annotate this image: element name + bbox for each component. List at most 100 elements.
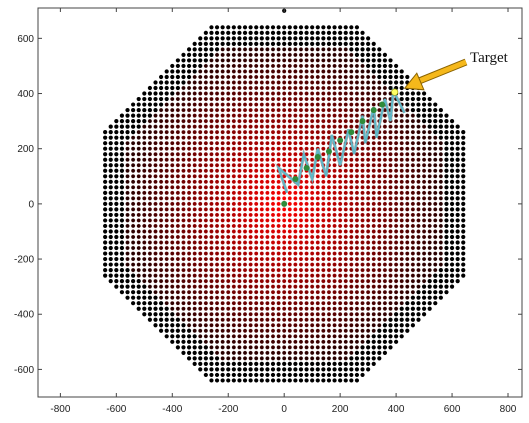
data-point bbox=[455, 279, 460, 284]
data-point bbox=[203, 140, 209, 146]
data-point bbox=[259, 328, 265, 334]
data-point bbox=[309, 140, 315, 146]
data-point bbox=[332, 300, 337, 306]
data-point bbox=[197, 118, 203, 124]
data-point bbox=[108, 229, 113, 234]
data-point bbox=[304, 234, 309, 240]
data-point bbox=[203, 124, 209, 129]
data-point bbox=[220, 278, 225, 284]
data-point bbox=[164, 300, 169, 306]
data-point bbox=[432, 234, 438, 240]
data-point bbox=[214, 273, 220, 278]
data-point bbox=[382, 345, 388, 350]
data-point bbox=[416, 179, 421, 185]
data-point bbox=[186, 284, 192, 289]
data-point bbox=[343, 174, 349, 179]
data-point bbox=[108, 174, 113, 179]
data-point bbox=[405, 96, 410, 102]
points-layer bbox=[103, 8, 466, 383]
data-point bbox=[405, 102, 410, 107]
data-point bbox=[394, 312, 399, 317]
data-point bbox=[287, 306, 293, 311]
data-point bbox=[349, 190, 354, 196]
data-point bbox=[293, 218, 298, 223]
data-point bbox=[315, 306, 321, 311]
data-point bbox=[276, 256, 281, 262]
data-point bbox=[248, 80, 253, 85]
data-point bbox=[197, 317, 203, 323]
data-point bbox=[164, 91, 169, 96]
data-point bbox=[253, 63, 259, 69]
data-point bbox=[181, 229, 186, 234]
data-point bbox=[259, 234, 265, 240]
data-point bbox=[399, 85, 404, 91]
data-point bbox=[108, 130, 113, 135]
data-point bbox=[293, 135, 298, 140]
data-point bbox=[360, 361, 365, 366]
data-point bbox=[175, 96, 181, 102]
data-point bbox=[153, 174, 158, 179]
data-point bbox=[276, 30, 281, 35]
data-point bbox=[170, 102, 175, 107]
data-point bbox=[321, 345, 326, 350]
data-point bbox=[226, 372, 231, 378]
data-point bbox=[153, 107, 158, 113]
data-point bbox=[203, 146, 209, 151]
data-point bbox=[192, 339, 197, 344]
data-point bbox=[253, 157, 259, 163]
data-point bbox=[365, 107, 371, 113]
data-point bbox=[298, 58, 304, 63]
data-point bbox=[209, 339, 214, 345]
data-point bbox=[298, 69, 304, 74]
data-point bbox=[281, 251, 287, 256]
data-point bbox=[438, 223, 444, 229]
data-point bbox=[281, 311, 287, 317]
data-point bbox=[444, 201, 449, 206]
data-point bbox=[349, 69, 354, 74]
data-point bbox=[242, 339, 248, 345]
data-point bbox=[158, 107, 164, 113]
data-point bbox=[242, 58, 248, 63]
data-point bbox=[153, 312, 158, 317]
data-point bbox=[248, 245, 253, 251]
data-point bbox=[449, 223, 455, 229]
data-point bbox=[449, 190, 455, 195]
data-point bbox=[237, 378, 242, 383]
data-point bbox=[455, 146, 460, 151]
data-point bbox=[365, 74, 371, 80]
data-point bbox=[248, 47, 253, 52]
data-point bbox=[103, 168, 108, 173]
data-point bbox=[360, 328, 365, 334]
data-point bbox=[142, 107, 147, 113]
data-point bbox=[164, 80, 169, 85]
data-point bbox=[438, 267, 443, 273]
data-point bbox=[209, 350, 214, 355]
data-point bbox=[337, 129, 343, 135]
data-point bbox=[360, 267, 365, 273]
target-label: Target bbox=[470, 50, 509, 66]
data-point bbox=[203, 339, 209, 345]
data-point bbox=[416, 91, 421, 96]
data-point bbox=[142, 223, 147, 229]
data-point bbox=[416, 102, 421, 107]
data-point bbox=[405, 267, 410, 273]
data-point bbox=[153, 201, 158, 207]
data-point bbox=[354, 256, 360, 262]
data-point bbox=[270, 278, 276, 284]
data-point bbox=[461, 273, 466, 278]
data-point bbox=[343, 350, 349, 356]
data-point bbox=[248, 69, 253, 74]
data-point bbox=[259, 311, 265, 317]
data-point bbox=[354, 284, 360, 289]
data-point bbox=[192, 80, 197, 85]
data-point bbox=[158, 113, 164, 118]
data-point bbox=[332, 289, 337, 295]
data-point bbox=[175, 306, 181, 311]
data-point bbox=[186, 218, 192, 223]
data-point bbox=[449, 262, 455, 267]
data-point bbox=[175, 113, 181, 118]
data-point bbox=[382, 124, 388, 129]
data-point bbox=[405, 157, 410, 163]
data-point bbox=[265, 334, 270, 339]
data-point bbox=[427, 196, 432, 201]
